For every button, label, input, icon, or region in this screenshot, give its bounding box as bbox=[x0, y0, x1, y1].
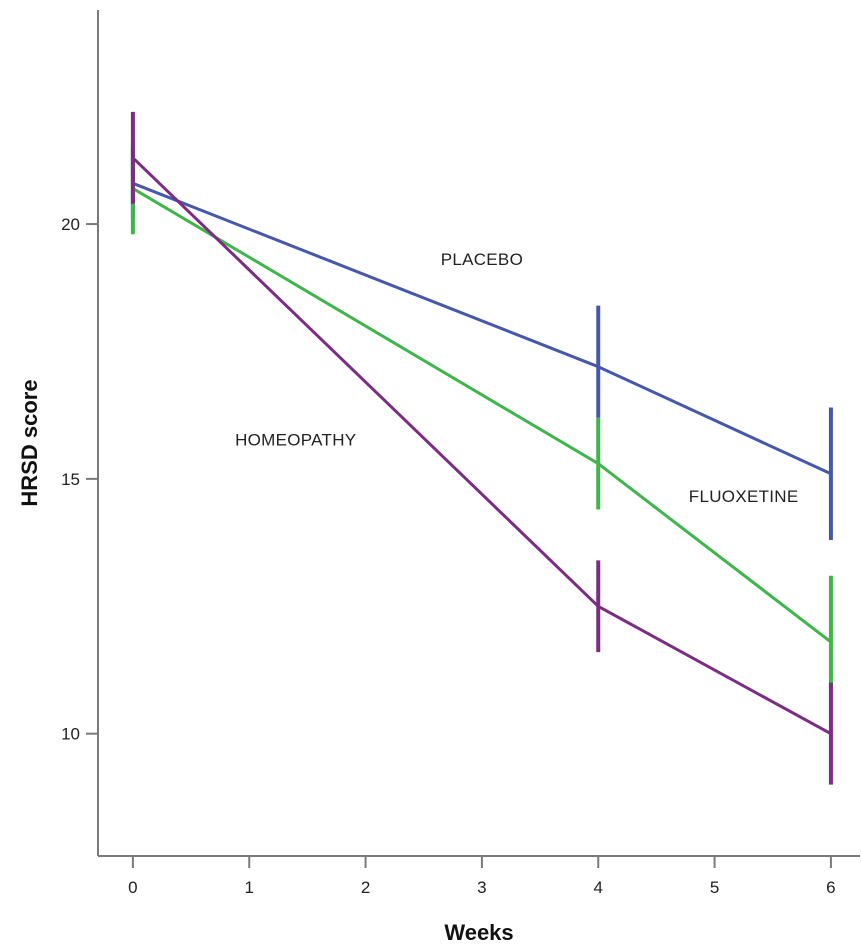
error-bars bbox=[130, 111, 833, 785]
x-axis-title: Weeks bbox=[444, 920, 513, 945]
x-tick-label-0: 0 bbox=[128, 878, 137, 897]
series-label-fluoxetine: FLUOXETINE bbox=[689, 487, 799, 506]
x-tick-label-6: 6 bbox=[826, 878, 835, 897]
y-tick-label-1: 15 bbox=[61, 470, 80, 489]
y-tick-label-0: 10 bbox=[61, 725, 80, 744]
series-labels: PLACEBO HOMEOPATHY FLUOXETINE bbox=[235, 250, 798, 506]
x-tick-label-1: 1 bbox=[245, 878, 254, 897]
y-tick-label-2: 20 bbox=[61, 215, 80, 234]
x-ticks: 0 1 2 3 4 5 6 bbox=[128, 856, 836, 897]
y-axis-title: HRSD score bbox=[17, 379, 42, 506]
axes bbox=[97, 10, 860, 857]
x-tick-label-5: 5 bbox=[710, 878, 719, 897]
x-tick-label-4: 4 bbox=[594, 878, 603, 897]
series-label-placebo: PLACEBO bbox=[441, 250, 523, 269]
series-label-homeopathy: HOMEOPATHY bbox=[235, 431, 356, 450]
y-ticks: 10 15 20 bbox=[61, 215, 98, 744]
x-tick-label-3: 3 bbox=[477, 878, 486, 897]
x-tick-label-2: 2 bbox=[361, 878, 370, 897]
